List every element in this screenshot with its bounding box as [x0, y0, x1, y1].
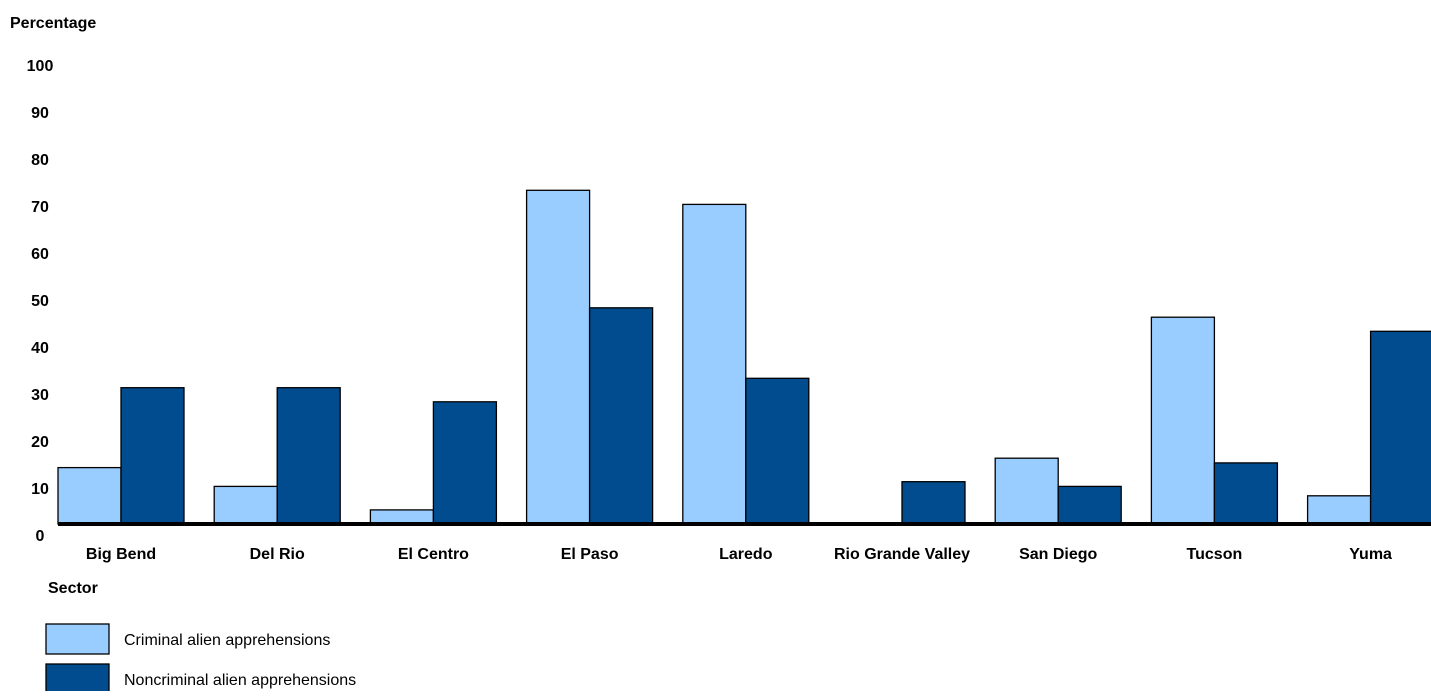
- bars-group: [57, 189, 1431, 525]
- bar-criminal-7: [1150, 316, 1216, 525]
- y-tick-label: 90: [31, 105, 49, 122]
- x-tick-label: Del Rio: [250, 546, 305, 563]
- x-axis-tick-labels: Big Bend Del Rio El Centro El Paso Laredo Rio…: [86, 546, 1392, 563]
- bar-noncriminal-4: [745, 377, 810, 525]
- bar-noncriminal-6: [1057, 485, 1122, 525]
- legend-label: Criminal alien apprehensions: [124, 632, 330, 649]
- y-tick-label: 50: [31, 293, 49, 310]
- legend-swatch-noncriminal: [45, 663, 110, 695]
- bar-noncriminal-5: [901, 481, 966, 525]
- bar-noncriminal-8: [1369, 330, 1431, 525]
- y-tick-label: 30: [31, 387, 49, 404]
- x-tick-label: Tucson: [1187, 546, 1243, 563]
- bar-criminal-1: [213, 485, 278, 525]
- x-tick-label: San Diego: [1019, 546, 1097, 563]
- y-tick-label: 80: [31, 152, 49, 169]
- x-tick-label: El Paso: [561, 546, 619, 563]
- legend: Criminal alien apprehensions Noncriminal …: [45, 623, 356, 695]
- x-tick-label: Laredo: [719, 546, 773, 563]
- y-tick-label: 10: [31, 481, 49, 498]
- legend-label: Noncriminal alien apprehensions: [124, 672, 356, 689]
- x-axis-label: Sector: [48, 580, 98, 597]
- y-axis-label: Percentage: [10, 15, 96, 32]
- bar-criminal-4: [682, 203, 747, 525]
- bar-noncriminal-3: [588, 307, 654, 525]
- y-tick-label: 70: [31, 199, 49, 216]
- y-axis-ticks: 0 10 20 30 40 50 60 70 80 90 100: [27, 58, 54, 545]
- bar-noncriminal-7: [1213, 462, 1279, 525]
- bar-criminal-3: [525, 189, 591, 525]
- x-tick-label: El Centro: [398, 546, 469, 563]
- bar-noncriminal-1: [276, 387, 341, 525]
- bar-criminal-8: [1306, 495, 1372, 525]
- x-tick-label: Rio Grande Valley: [834, 546, 970, 563]
- y-tick-label: 100: [27, 58, 54, 75]
- legend-swatch-criminal: [45, 623, 110, 655]
- bar-criminal-0: [57, 466, 122, 525]
- y-tick-label: 0: [36, 528, 45, 545]
- x-tick-label: Yuma: [1349, 546, 1392, 563]
- bar-criminal-6: [994, 457, 1059, 525]
- y-tick-label: 60: [31, 246, 49, 263]
- y-tick-label: 20: [31, 434, 49, 451]
- bar-noncriminal-0: [120, 387, 185, 525]
- bar-noncriminal-2: [432, 401, 498, 525]
- y-tick-label: 40: [31, 340, 49, 357]
- bar-criminal-2: [369, 509, 435, 525]
- x-tick-label: Big Bend: [86, 546, 156, 563]
